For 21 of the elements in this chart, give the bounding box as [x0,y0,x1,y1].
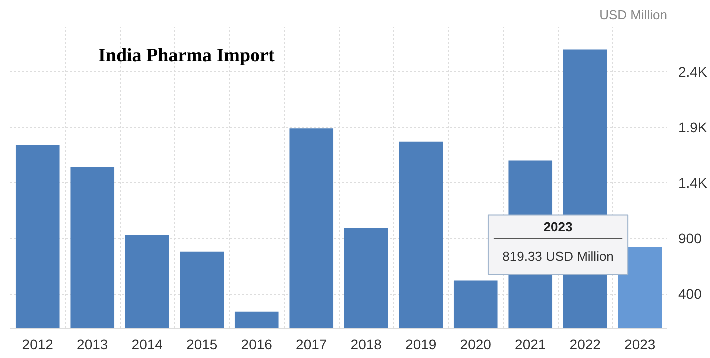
y-tick-label: 1.4K [678,175,708,191]
x-tick-label: 2021 [515,336,546,352]
x-tick-label: 2018 [350,336,382,352]
x-tick-label: 2015 [186,336,218,352]
x-tick-label: 2020 [460,336,492,352]
annotation: 819.33 USD Million [502,248,614,264]
y-tick-label: 400 [678,286,702,302]
x-tick-label: 2013 [77,336,108,352]
x-tick-label: 2019 [406,336,437,352]
y-tick-label: 900 [678,230,702,247]
text: India Pharma Import [98,46,276,66]
y-tick-label: 2.4K [678,64,708,80]
x-tick-label: 2014 [132,336,164,352]
x-tick-label: 2022 [570,336,602,352]
x-tick-label: 2016 [241,336,273,352]
x-tick-label: 2017 [296,336,328,352]
x-tick-label: 2023 [624,336,656,352]
x-tick-label: 2012 [22,336,54,352]
category-label: 2023 [544,219,573,234]
y-axis-title: USD Million [600,8,668,22]
y-tick-label: 1.9K [678,119,708,136]
